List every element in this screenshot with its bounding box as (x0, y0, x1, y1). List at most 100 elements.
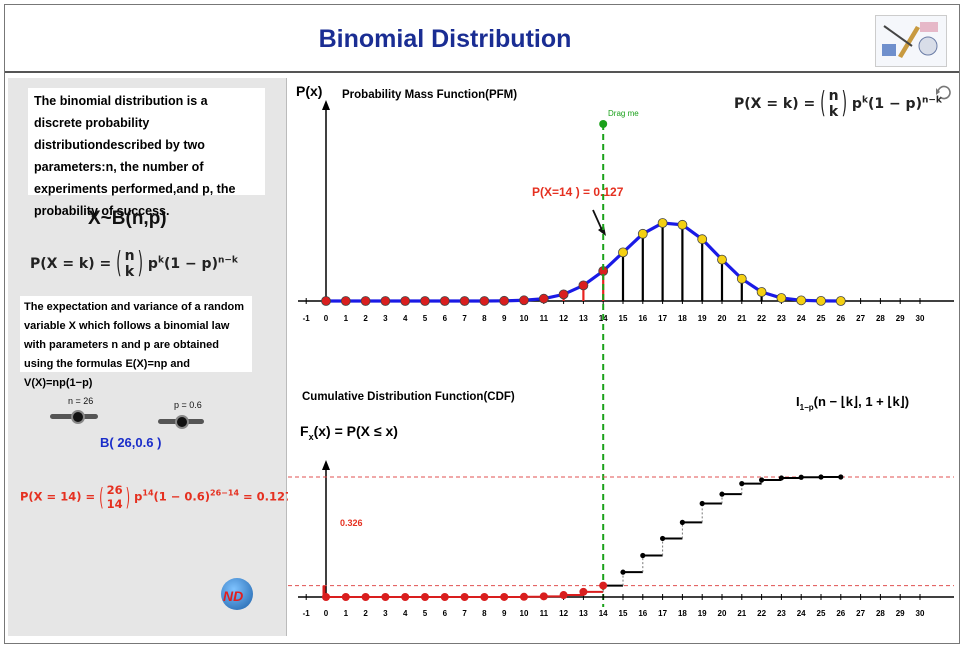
pmf-point (538, 293, 549, 304)
pmf-title: Probability Mass Function(PFM) (342, 89, 517, 101)
pmf-annotation-arrow (592, 209, 603, 231)
pmf-point (479, 296, 490, 306)
cdf-point (620, 569, 626, 575)
pmf-point (816, 295, 826, 306)
pmf-point (796, 295, 807, 306)
cdf-tick-label: 10 (520, 609, 529, 618)
graph-view[interactable]: P(x) Probability Mass Function(PFM) Drag… (288, 78, 956, 636)
graph-formula-lhs: P(X = k) = (734, 96, 816, 112)
cdf-y-arrow (322, 460, 330, 470)
pmf-point (637, 228, 648, 239)
pmf-tick-label: 10 (520, 314, 529, 323)
cdf-point (739, 481, 745, 487)
slider-n-label: n = 26 (68, 396, 94, 406)
graph-formula-exp1: k (861, 95, 868, 106)
cdf-point (322, 593, 330, 601)
geometry-tools-logo-icon (875, 15, 947, 67)
pmf-tick-label: 13 (579, 314, 588, 323)
pmf-y-label: P(x) (296, 83, 322, 99)
formula-exp2: n−k (217, 255, 238, 266)
pmf-tick-label: 6 (443, 314, 448, 323)
cdf-tick-label: 5 (423, 609, 428, 618)
pmf-tick-label: 5 (423, 314, 428, 323)
cdf-tick-label: 16 (638, 609, 647, 618)
cdf-point (719, 491, 725, 497)
cdf-tick-label: 22 (757, 609, 766, 618)
pmf-tick-label: 9 (502, 314, 507, 323)
pmf-tick-label: 25 (817, 314, 826, 323)
cdf-tick-label: 11 (540, 609, 549, 618)
pmf-tick-label: 28 (876, 314, 885, 323)
drag-handle[interactable] (599, 120, 608, 128)
pmf-tick-label: 30 (916, 314, 925, 323)
graph-canvas[interactable]: P(x) Probability Mass Function(PFM) Drag… (288, 78, 956, 636)
cdf-tick-label: 9 (502, 609, 507, 618)
pmf-tick-label: 11 (540, 314, 549, 323)
cdf-tick-label: -1 (303, 609, 311, 618)
cdf-tick-label: 4 (403, 609, 408, 618)
cdf-point (640, 552, 646, 559)
cdf-tick-label: 18 (678, 609, 687, 618)
pmf-point (756, 287, 767, 297)
selected-prob-label: P(X=14 ) = 0.127 (532, 185, 624, 199)
cdf-point (401, 593, 410, 601)
cdf-point (798, 474, 804, 480)
cdf-tick-label: 29 (896, 609, 905, 618)
pmf-formula: P(X = k) = (n k) pk(1 − p)n−k (30, 247, 238, 281)
cdf-tick-label: 23 (777, 609, 786, 618)
pmf-tick-label: 24 (797, 314, 806, 323)
globe-badge-icon (221, 578, 253, 610)
pmf-tick-label: 29 (896, 314, 905, 323)
pmf-tick-label: 27 (856, 314, 865, 323)
header: Binomial Distribution (5, 5, 959, 73)
pmf-point (717, 254, 727, 265)
pmf-tick-label: 16 (638, 314, 647, 323)
pmf-point (835, 296, 846, 306)
pmf-formula-graph: P(X = k) = (n k) pk(1 − p)n−k (734, 87, 942, 121)
cdf-tick-label: 26 (836, 609, 845, 618)
cdf-point (660, 535, 666, 542)
pmf-tick-label: 12 (559, 314, 568, 323)
cdf-point (679, 519, 685, 525)
pmf-tick-label: 19 (698, 314, 707, 323)
result-exp2: 26−14 (210, 488, 240, 498)
cdf-tick-label: 14 (599, 609, 608, 618)
pmf-tick-label: 2 (363, 314, 368, 323)
result-p: p (134, 489, 143, 504)
formula-lhs: P(X = k) = (30, 256, 112, 272)
result-n: 26 (106, 483, 123, 497)
pmf-tick-label: 1 (344, 314, 349, 323)
pmf-tick-label: 18 (678, 314, 687, 323)
cdf-point (759, 477, 765, 483)
cdf-tick-label: 21 (737, 609, 746, 618)
cdf-point (579, 587, 588, 596)
cdf-tick-label: 17 (658, 609, 667, 618)
pmf-tick-label: 7 (462, 314, 467, 323)
pmf-tick-label: 3 (383, 314, 388, 323)
cdf-point (361, 593, 370, 601)
refresh-icon[interactable] (936, 85, 951, 100)
result-exp1: 14 (142, 488, 154, 498)
cdf-tick-label: 25 (817, 609, 826, 618)
pmf-point (618, 247, 628, 258)
pmf-tick-label: 21 (737, 314, 746, 323)
notation-label: X~B(n,p) (88, 208, 167, 229)
cdf-chart: -1 0 1 2 3 4 5 6 7 8 9 10 11 12 13 14 15 16 17 18 19 20 21 22 23… (288, 460, 954, 618)
pmf-tick-label: 0 (324, 314, 329, 323)
cdf-tick-label: 7 (462, 609, 467, 618)
graph-formula-exp2: n−k (921, 95, 942, 106)
pmf-tick-label: 22 (757, 314, 766, 323)
pmf-point (519, 295, 529, 306)
slider-p-knob[interactable] (175, 415, 189, 429)
pmf-tick-label: 4 (403, 314, 408, 323)
pmf-point (400, 296, 411, 306)
slider-n-knob[interactable] (71, 410, 85, 424)
pmf-point (321, 296, 331, 306)
cdf-point (520, 592, 528, 601)
result-k: 14 (106, 497, 123, 511)
cdf-formula: I1−p(n − ⌊k⌋, 1 + ⌊k⌋) (796, 394, 909, 412)
cdf-tick-label: 8 (482, 609, 487, 618)
cdf-tick-label: 1 (344, 609, 349, 618)
pmf-point (697, 234, 708, 245)
cdf-point (381, 593, 390, 601)
